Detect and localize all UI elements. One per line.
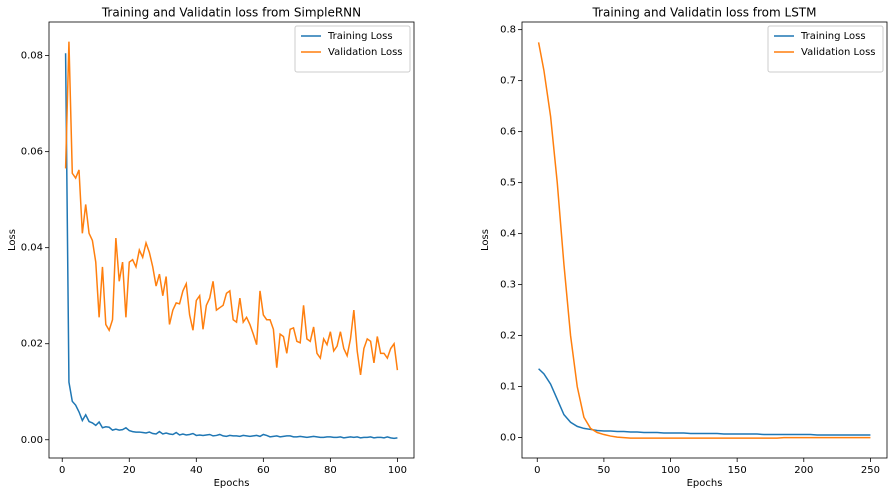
x-tick-label: 50 <box>598 465 611 476</box>
x-tick-label: 40 <box>190 465 203 476</box>
y-tick-label: 0.5 <box>500 178 516 189</box>
y-tick-label: 0.7 <box>500 76 516 87</box>
plot-frame <box>48 21 415 459</box>
x-tick-label: 0 <box>59 465 65 476</box>
line-series <box>537 42 871 439</box>
x-tick-label: 0 <box>534 465 540 476</box>
chart-title: Training and Validatin loss from LSTM <box>591 6 816 20</box>
y-axis-label: Loss <box>7 229 18 251</box>
y-tick-label: 0.8 <box>500 25 516 36</box>
x-tick-label: 20 <box>123 465 136 476</box>
legend-label: Validation Loss <box>801 47 876 58</box>
y-tick-label: 0.04 <box>21 243 43 254</box>
y-tick-label: 0.1 <box>500 382 516 393</box>
y-tick-label: 0.02 <box>21 339 43 350</box>
legend-box <box>294 25 411 73</box>
x-tick-label: 200 <box>794 465 813 476</box>
x-tick-label: 150 <box>728 465 747 476</box>
legend-label: Training Loss <box>327 31 393 42</box>
y-tick-label: 0.6 <box>500 127 516 138</box>
y-tick-label: 0.2 <box>500 331 516 342</box>
y-tick-label: 0.00 <box>21 435 43 446</box>
y-tick-label: 0.4 <box>500 229 516 240</box>
line-series <box>64 41 399 376</box>
legend-box <box>767 25 884 73</box>
x-tick-label: 250 <box>861 465 880 476</box>
y-tick-label: 0.08 <box>21 51 43 62</box>
line-series <box>64 53 398 440</box>
x-axis-label: Epochs <box>687 478 723 489</box>
legend-label: Training Loss <box>800 31 866 42</box>
x-tick-label: 100 <box>661 465 680 476</box>
y-tick-label: 0.06 <box>21 147 43 158</box>
legend-label: Validation Loss <box>328 47 403 58</box>
x-tick-label: 100 <box>388 465 407 476</box>
chart-title: Training and Validatin loss from SimpleR… <box>101 6 361 20</box>
y-axis-label: Loss <box>480 229 491 251</box>
x-tick-label: 80 <box>324 465 337 476</box>
y-tick-label: 0.0 <box>500 433 516 444</box>
x-tick-label: 60 <box>257 465 270 476</box>
plot-frame <box>521 21 888 459</box>
x-axis-label: Epochs <box>214 478 250 489</box>
y-tick-label: 0.3 <box>500 280 516 291</box>
